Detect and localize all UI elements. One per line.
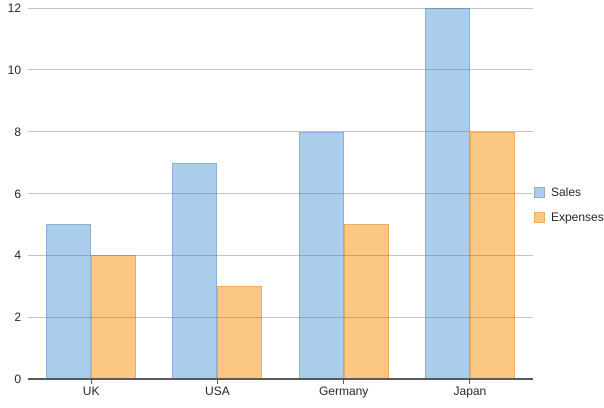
y-tick-label-6: 6 <box>14 186 21 201</box>
plot-area <box>28 7 533 384</box>
x-tick-germany <box>343 379 345 384</box>
expenses-bar-uk <box>91 255 137 379</box>
expenses-bar-usa <box>217 286 263 379</box>
x-axis-line <box>28 378 533 380</box>
gridline-4 <box>28 254 533 256</box>
x-category-label-germany: Germany <box>318 384 369 398</box>
gridline-12 <box>28 7 533 9</box>
sales-bar-uk <box>46 224 92 379</box>
y-tick-label-12: 12 <box>7 1 21 15</box>
legend-item-expenses: Expenses <box>534 211 604 224</box>
x-category-label-uk: UK <box>82 384 100 398</box>
y-tick-label-8: 8 <box>14 124 21 139</box>
expenses-bar-germany <box>343 224 389 379</box>
sales-bar-usa <box>172 162 218 379</box>
x-category-label-usa: USA <box>205 384 230 398</box>
x-tick-uk <box>90 379 92 384</box>
x-category-label-japan: Japan <box>453 384 487 398</box>
expenses-bar-japan <box>469 131 515 379</box>
gridline-8 <box>28 131 533 133</box>
expenses-legend-marker-icon <box>534 212 545 223</box>
legend-label-sales: Sales <box>551 185 582 199</box>
y-tick-label-2: 2 <box>14 310 21 325</box>
y-tick-label-10: 10 <box>7 62 21 77</box>
x-tick-japan <box>469 379 471 384</box>
legend-label-expenses: Expenses <box>551 210 604 224</box>
gridline-2 <box>28 316 533 318</box>
y-tick-label-0: 0 <box>14 372 21 386</box>
gridline-10 <box>28 69 533 71</box>
gridline-6 <box>28 193 533 194</box>
sales-legend-marker-icon <box>534 187 545 198</box>
legend: Sales Expenses <box>534 186 604 224</box>
x-tick-usa <box>216 379 218 384</box>
y-tick-label-4: 4 <box>14 248 21 263</box>
sales-bar-germany <box>298 131 344 379</box>
legend-item-sales: Sales <box>534 186 604 199</box>
